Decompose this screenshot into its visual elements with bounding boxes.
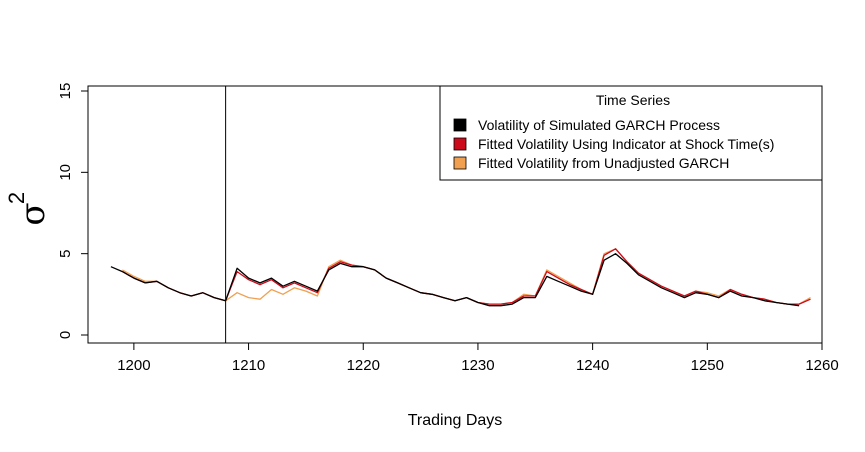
legend-box (439, 85, 823, 181)
y-tick-label: 5 (57, 249, 74, 257)
series-layer (110, 248, 811, 307)
legend-label-3: Fitted Volatility from Unadjusted GARCH (478, 155, 729, 171)
y-tick-label: 15 (57, 83, 74, 100)
x-tick-label: 1240 (576, 357, 609, 374)
x-tick-label: 1230 (461, 357, 494, 374)
legend-swatch-3 (453, 156, 467, 170)
y-axis-label-superscript: 2 (4, 192, 29, 204)
legend-label-2: Fitted Volatility Using Indicator at Sho… (478, 136, 774, 152)
x-axis: 1200 1210 1220 1230 1240 1250 1260 (117, 342, 839, 374)
y-axis: 0 5 10 15 (57, 83, 89, 339)
x-tick-label: 1260 (805, 357, 838, 374)
legend: Time Series Volatility of Simulated GARC… (439, 85, 823, 181)
series-line-1 (110, 253, 800, 307)
x-tick-label: 1220 (347, 357, 380, 374)
y-tick-label: 0 (57, 331, 74, 339)
x-tick-label: 1250 (691, 357, 724, 374)
legend-swatch-1 (453, 118, 467, 132)
legend-title: Time Series (596, 92, 670, 108)
legend-label-1: Volatility of Simulated GARCH Process (478, 117, 720, 133)
x-tick-label: 1210 (232, 357, 265, 374)
y-axis-label: σ 2 (4, 192, 53, 226)
x-axis-label: Trading Days (408, 412, 503, 429)
x-tick-label: 1200 (117, 357, 150, 374)
legend-swatch-2 (453, 137, 467, 151)
y-axis-label-sigma: σ (13, 202, 53, 225)
legend-items: Volatility of Simulated GARCH Process Fit… (453, 117, 774, 171)
y-tick-label: 10 (57, 164, 74, 181)
